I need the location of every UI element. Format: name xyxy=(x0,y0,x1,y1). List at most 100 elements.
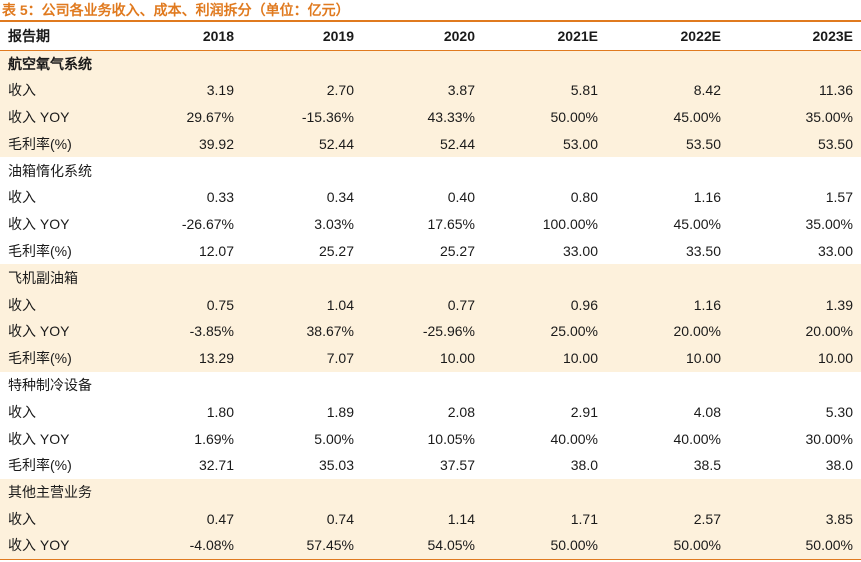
value-cell: 54.05% xyxy=(362,532,483,560)
value-cell: 40.00% xyxy=(550,430,598,447)
value-cell: 2.57 xyxy=(606,505,729,533)
value-cell: 37.57 xyxy=(439,457,475,474)
value-cell: 45.00% xyxy=(606,103,729,131)
value-cell: -25.96% xyxy=(362,317,483,345)
segment-title: 特种制冷设备 xyxy=(8,376,92,393)
value-cell: 2.91 xyxy=(570,403,598,420)
value-cell: 100.00% xyxy=(542,216,598,233)
value-cell: 50.00% xyxy=(729,532,861,560)
segment-title-row: 油箱惰化系统 xyxy=(0,157,861,184)
row-label: 收入 xyxy=(0,505,120,533)
value-cell: 25.27 xyxy=(318,242,354,259)
table-row: 收入 YOY 29.67% -15.36% 43.33% 50.00% 45.00% 35.… xyxy=(0,103,861,131)
value-cell: 10.00 xyxy=(606,344,729,372)
value-cell: 10.00 xyxy=(483,344,606,372)
table-row: 收入 YOY 1.69% 5.00% 10.05% 40.00% 40.00% 30.00% xyxy=(0,425,861,452)
value-cell: 1.39 xyxy=(729,291,861,318)
segment-title: 油箱惰化系统 xyxy=(8,162,92,179)
value-cell: 17.65% xyxy=(427,216,475,233)
table-row: 毛利率(%) 32.71 35.03 37.57 38.0 38.5 38.0 xyxy=(0,452,861,479)
value-cell: 7.07 xyxy=(242,344,362,372)
segment-title-row: 飞机副油箱 xyxy=(0,264,861,292)
value-cell: 43.33% xyxy=(362,103,483,131)
value-cell: 10.00 xyxy=(729,344,861,372)
table-row: 毛利率(%) 12.07 25.27 25.27 33.00 33.50 33.00 xyxy=(0,238,861,265)
value-cell: 0.75 xyxy=(120,291,242,318)
value-cell: 33.50 xyxy=(685,242,721,259)
value-cell: 12.07 xyxy=(198,242,234,259)
value-cell: 50.00% xyxy=(483,103,606,131)
value-cell: 0.96 xyxy=(483,291,606,318)
row-label: 收入 xyxy=(8,189,36,206)
business-breakdown-table: 报告期 2018 2019 2020 2021E 2022E 2023E 航空氧… xyxy=(0,22,861,560)
value-cell: 50.00% xyxy=(606,532,729,560)
value-cell: 0.47 xyxy=(120,505,242,533)
table-row: 收入 0.33 0.34 0.40 0.80 1.16 1.57 xyxy=(0,184,861,211)
value-cell: 1.16 xyxy=(606,291,729,318)
value-cell: 39.92 xyxy=(120,130,242,158)
value-cell: 57.45% xyxy=(242,532,362,560)
row-label: 毛利率(%) xyxy=(8,457,72,474)
segment-title-row: 特种制冷设备 xyxy=(0,372,861,399)
value-cell: -26.67% xyxy=(181,216,234,233)
value-cell: -15.36% xyxy=(242,103,362,131)
value-cell: 35.00% xyxy=(805,216,853,233)
value-cell: 45.00% xyxy=(673,216,721,233)
value-cell: 11.36 xyxy=(729,76,861,104)
value-cell: 5.00% xyxy=(314,430,354,447)
value-cell: 1.57 xyxy=(825,189,853,206)
value-cell: 2.08 xyxy=(447,403,475,420)
segment-title: 飞机副油箱 xyxy=(0,264,861,292)
table-row: 收入 YOY -3.85% 38.67% -25.96% 25.00% 20.00% 20.… xyxy=(0,317,861,345)
table-body: 航空氧气系统 收入 3.19 2.70 3.87 5.81 8.42 11.36 收入 YOY 2… xyxy=(0,50,861,560)
value-cell: 0.77 xyxy=(362,291,483,318)
header-row: 报告期 2018 2019 2020 2021E 2022E 2023E xyxy=(0,22,861,51)
header-year: 2021E xyxy=(483,22,606,51)
row-label: 收入 YOY xyxy=(0,317,120,345)
value-cell: 53.50 xyxy=(729,130,861,158)
value-cell: 25.27 xyxy=(439,242,475,259)
value-cell: 4.08 xyxy=(693,403,721,420)
value-cell: 10.05% xyxy=(427,430,475,447)
value-cell: 30.00% xyxy=(805,430,853,447)
value-cell: 35.00% xyxy=(729,103,861,131)
value-cell: 8.42 xyxy=(606,76,729,104)
row-label: 收入 xyxy=(0,291,120,318)
value-cell: 53.00 xyxy=(483,130,606,158)
value-cell: 40.00% xyxy=(673,430,721,447)
row-label: 毛利率(%) xyxy=(8,242,72,259)
value-cell: 29.67% xyxy=(120,103,242,131)
value-cell: 0.74 xyxy=(242,505,362,533)
value-cell: 5.81 xyxy=(483,76,606,104)
value-cell: 20.00% xyxy=(729,317,861,345)
row-label: 收入 YOY xyxy=(8,216,70,233)
segment-title: 航空氧气系统 xyxy=(0,50,861,77)
table-row: 收入 0.47 0.74 1.14 1.71 2.57 3.85 xyxy=(0,505,861,533)
value-cell: 1.69% xyxy=(194,430,234,447)
header-year: 2020 xyxy=(362,22,483,51)
value-cell: 35.03 xyxy=(318,457,354,474)
row-label: 毛利率(%) xyxy=(0,130,120,158)
header-period: 报告期 xyxy=(0,22,120,51)
header-year: 2019 xyxy=(242,22,362,51)
value-cell: 2.70 xyxy=(242,76,362,104)
value-cell: 0.80 xyxy=(570,189,598,206)
header-year: 2018 xyxy=(120,22,242,51)
value-cell: -4.08% xyxy=(120,532,242,560)
value-cell: 3.87 xyxy=(362,76,483,104)
value-cell: 38.67% xyxy=(242,317,362,345)
value-cell: 0.40 xyxy=(447,189,475,206)
row-label: 收入 YOY xyxy=(0,532,120,560)
value-cell: 25.00% xyxy=(483,317,606,345)
value-cell: 3.03% xyxy=(314,216,354,233)
value-cell: 1.71 xyxy=(483,505,606,533)
value-cell: 53.50 xyxy=(606,130,729,158)
value-cell: 3.19 xyxy=(120,76,242,104)
value-cell: 1.80 xyxy=(206,403,234,420)
table-row: 毛利率(%) 13.29 7.07 10.00 10.00 10.00 10.00 xyxy=(0,344,861,372)
segment-title-row: 航空氧气系统 xyxy=(0,50,861,77)
row-label: 收入 YOY xyxy=(0,103,120,131)
value-cell: 3.85 xyxy=(729,505,861,533)
value-cell: 1.16 xyxy=(693,189,721,206)
value-cell: 33.00 xyxy=(817,242,853,259)
